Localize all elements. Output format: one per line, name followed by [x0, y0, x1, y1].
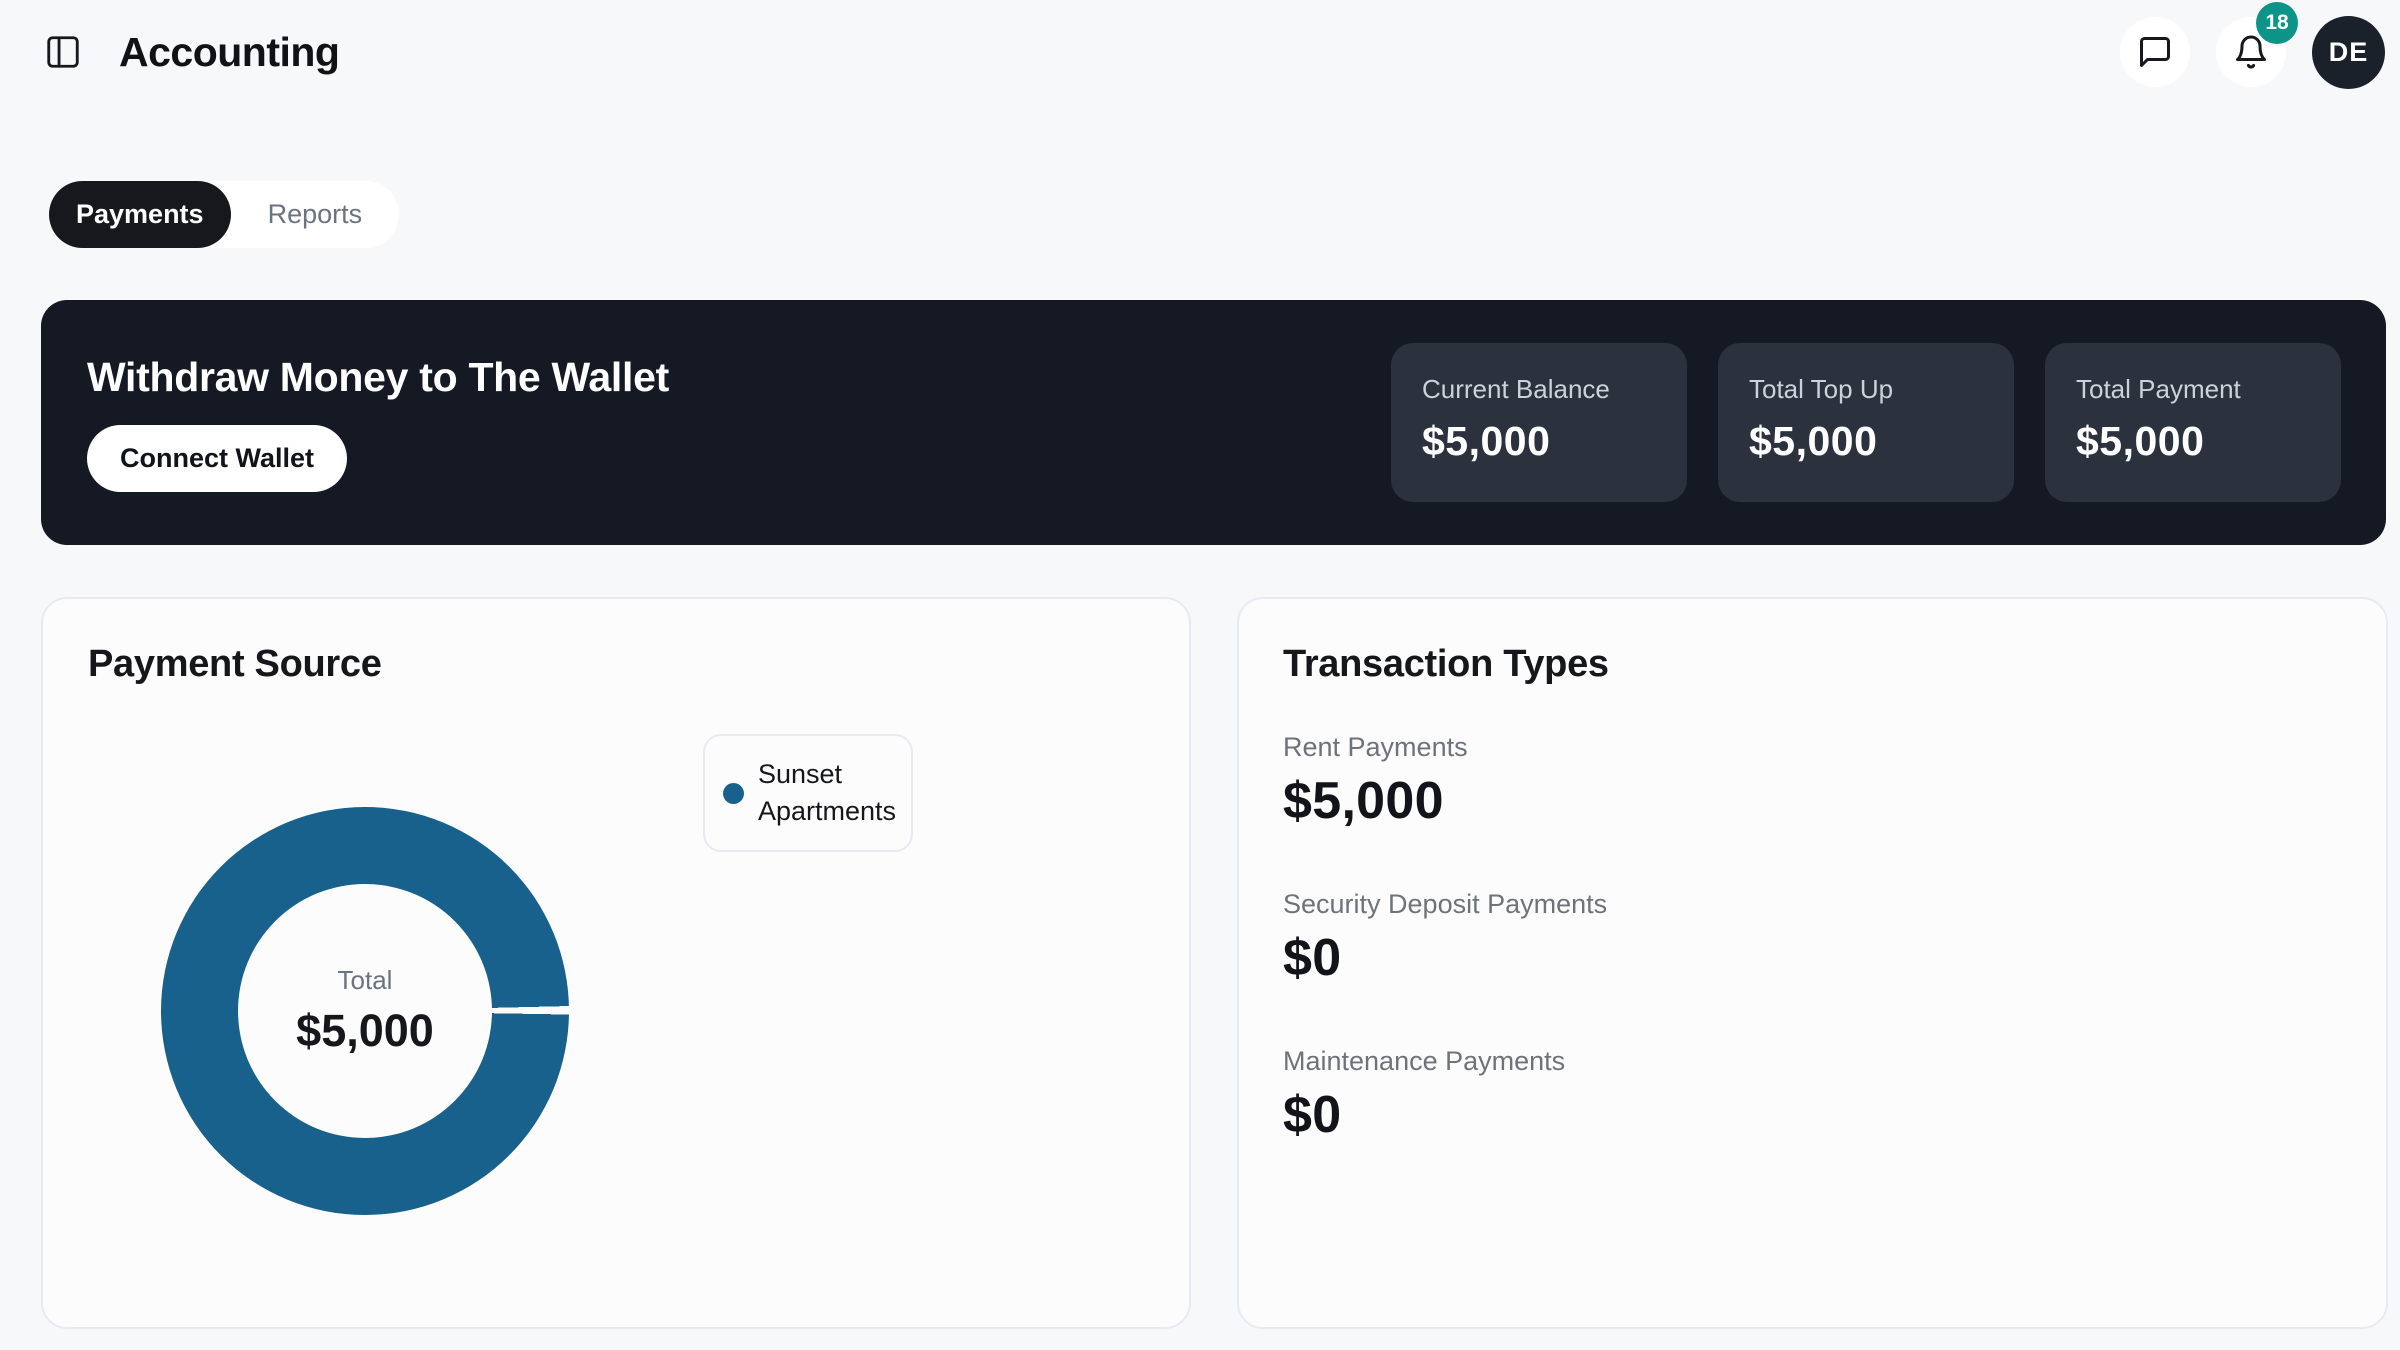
donut-segment-sunset-apartments: Total $5,000: [161, 807, 569, 1215]
transaction-label: Security Deposit Payments: [1283, 889, 1608, 919]
stat-value: $5,000: [2076, 418, 2205, 464]
top-bar-actions: 18 DE: [2120, 2, 2385, 89]
panel-left-icon: [44, 33, 82, 71]
transaction-item-security-deposit: Security Deposit Payments $0: [1283, 889, 2386, 988]
wallet-banner-title: Withdraw Money to The Wallet: [87, 353, 669, 400]
top-bar: Accounting 18 DE: [41, 0, 2385, 104]
notifications-button[interactable]: 18: [2216, 2, 2298, 87]
transaction-label: Maintenance Payments: [1283, 1046, 1566, 1076]
connect-wallet-button[interactable]: Connect Wallet: [87, 424, 348, 492]
bell-icon: [2233, 34, 2269, 70]
payment-source-title: Payment Source: [88, 643, 382, 685]
legend-dot-icon: [723, 782, 744, 804]
donut-total-label: Total: [337, 965, 393, 995]
legend-label: Sunset Apartments: [758, 758, 897, 826]
stat-value: $5,000: [1749, 418, 1878, 464]
stat-card-total-top-up: Total Top Up $5,000: [1718, 343, 2014, 502]
wallet-banner: Withdraw Money to The Wallet Connect Wal…: [41, 300, 2386, 545]
messages-button[interactable]: [2120, 17, 2190, 87]
tab-bar: Payments Reports: [49, 181, 400, 248]
donut-center: Total $5,000: [238, 884, 492, 1138]
transaction-value: $0: [1283, 929, 1342, 987]
stat-label: Total Top Up: [1749, 374, 1894, 404]
chat-bubble-icon: [2137, 34, 2173, 70]
chart-legend: Sunset Apartments: [703, 734, 913, 852]
transaction-value: $5,000: [1283, 772, 1444, 830]
payment-source-donut-chart: Total $5,000: [161, 807, 569, 1215]
transaction-types-list: Rent Payments $5,000 Security Deposit Pa…: [1283, 732, 2386, 1145]
transaction-label: Rent Payments: [1283, 732, 1468, 762]
stat-card-current-balance: Current Balance $5,000: [1391, 343, 1687, 502]
transaction-item-rent: Rent Payments $5,000: [1283, 732, 2386, 831]
transaction-value: $0: [1283, 1086, 1342, 1144]
stat-label: Current Balance: [1422, 374, 1610, 404]
avatar[interactable]: DE: [2312, 15, 2385, 89]
top-bar-left: Accounting: [41, 28, 340, 76]
tab-reports[interactable]: Reports: [231, 181, 400, 248]
stat-label: Total Payment: [2076, 374, 2241, 404]
payment-source-card: Payment Source Total $5,000 Sunset Apart…: [41, 597, 1191, 1329]
transaction-item-maintenance: Maintenance Payments $0: [1283, 1046, 2386, 1145]
stat-card-total-payment: Total Payment $5,000: [2045, 343, 2341, 502]
wallet-stats: Current Balance $5,000 Total Top Up $5,0…: [1391, 343, 2341, 502]
sidebar-toggle-button[interactable]: [41, 30, 85, 74]
transaction-types-card: Transaction Types Rent Payments $5,000 S…: [1237, 597, 2388, 1329]
stat-value: $5,000: [1422, 418, 1551, 464]
notification-count-badge: 18: [2256, 2, 2298, 44]
tab-payments[interactable]: Payments: [49, 181, 231, 248]
dashboard-cards: Payment Source Total $5,000 Sunset Apart…: [41, 597, 2388, 1329]
donut-total-value: $5,000: [296, 1005, 434, 1056]
page-title: Accounting: [119, 28, 340, 75]
wallet-banner-left: Withdraw Money to The Wallet Connect Wal…: [87, 354, 669, 492]
transaction-types-title: Transaction Types: [1283, 643, 1609, 685]
